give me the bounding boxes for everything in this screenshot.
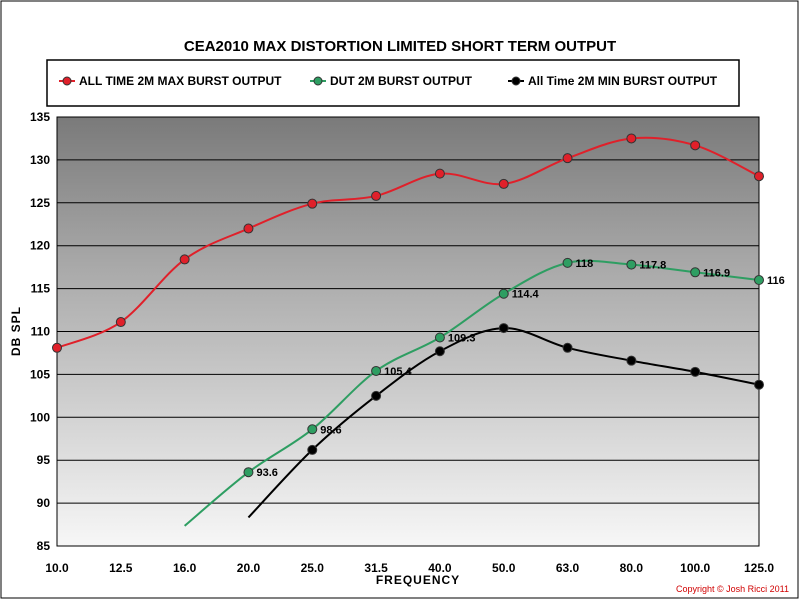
series-0-point bbox=[626, 133, 637, 144]
data-label: 93.6 bbox=[256, 467, 277, 479]
legend: ALL TIME 2M MAX BURST OUTPUT DUT 2M BURST… bbox=[46, 59, 740, 107]
series-2-point bbox=[754, 379, 764, 390]
data-label: 109.3 bbox=[448, 333, 476, 345]
series-0-point bbox=[52, 342, 62, 353]
legend-box bbox=[46, 59, 740, 107]
series-0-point bbox=[434, 168, 445, 179]
series-2-point bbox=[498, 323, 509, 334]
data-label: 114.4 bbox=[512, 289, 540, 301]
y-tick-label: 120 bbox=[30, 239, 50, 253]
series-0-point bbox=[690, 140, 701, 151]
series-0-point bbox=[307, 198, 318, 209]
series-2-point bbox=[626, 355, 637, 366]
chart-title: CEA2010 MAX DISTORTION LIMITED SHORT TER… bbox=[184, 38, 616, 55]
data-label: 105.4 bbox=[384, 366, 412, 378]
series-0-point bbox=[115, 317, 126, 328]
y-axis-ticks: 85 90 95 100 105 110 115 120 125 130 135 bbox=[30, 110, 50, 553]
legend-label: ALL TIME 2M MAX BURST OUTPUT bbox=[79, 74, 282, 88]
series-1-point bbox=[307, 424, 318, 435]
x-tick-label: 31.5 bbox=[364, 561, 388, 575]
series-1-point bbox=[754, 275, 764, 286]
x-tick-label: 10.0 bbox=[45, 561, 69, 575]
y-tick-label: 125 bbox=[30, 196, 50, 210]
series-1-point bbox=[562, 257, 573, 268]
series-1-point bbox=[243, 467, 254, 478]
data-label: 98.6 bbox=[320, 424, 341, 436]
x-tick-label: 80.0 bbox=[620, 561, 644, 575]
y-tick-label: 100 bbox=[30, 410, 50, 424]
series-1-point bbox=[434, 332, 445, 343]
series-0-point bbox=[498, 178, 509, 189]
series-2-point bbox=[690, 366, 701, 377]
x-tick-label: 16.0 bbox=[173, 561, 197, 575]
x-tick-label: 20.0 bbox=[237, 561, 261, 575]
y-tick-label: 95 bbox=[37, 453, 51, 467]
y-tick-label: 130 bbox=[30, 153, 50, 167]
data-label: 118 bbox=[576, 258, 594, 270]
series-2-point bbox=[562, 342, 573, 353]
series-0-point bbox=[179, 254, 190, 265]
y-tick-label: 90 bbox=[37, 496, 51, 510]
marker-layer bbox=[52, 133, 764, 478]
y-tick-label: 105 bbox=[30, 367, 50, 381]
legend-swatch-marker bbox=[511, 76, 521, 86]
y-tick-label: 135 bbox=[30, 110, 50, 124]
x-tick-label: 40.0 bbox=[428, 561, 452, 575]
x-tick-label: 125.0 bbox=[744, 561, 774, 575]
series-1-point bbox=[626, 259, 637, 270]
series-1-point bbox=[498, 288, 509, 299]
series-0-point bbox=[562, 153, 573, 164]
x-axis-ticks: 10.0 12.5 16.0 20.0 25.0 31.5 40.0 50.0 63.0 80.0… bbox=[45, 561, 774, 575]
x-tick-label: 100.0 bbox=[680, 561, 710, 575]
gridlines bbox=[57, 159, 759, 504]
x-axis-label: FREQUENCY bbox=[376, 573, 460, 587]
data-label: 116.9 bbox=[703, 267, 730, 279]
legend-label: DUT 2M BURST OUTPUT bbox=[330, 74, 473, 88]
legend-swatch-marker bbox=[313, 76, 323, 86]
series-2-point bbox=[307, 444, 318, 455]
x-tick-label: 50.0 bbox=[492, 561, 516, 575]
data-label-layer: 93.6 98.6 105.4 109.3 114.4 118 117.8 116.9 116 bbox=[256, 258, 784, 479]
data-label: 116 bbox=[767, 275, 785, 287]
x-tick-label: 63.0 bbox=[556, 561, 580, 575]
data-label: 117.8 bbox=[639, 260, 666, 272]
legend-swatch-marker bbox=[62, 76, 72, 86]
series-1-point bbox=[371, 365, 382, 376]
legend-label: All Time 2M MIN BURST OUTPUT bbox=[528, 74, 718, 88]
y-tick-label: 85 bbox=[37, 539, 51, 553]
y-tick-label: 115 bbox=[31, 282, 51, 296]
series-line-1 bbox=[183, 259, 759, 527]
series-2-point bbox=[434, 346, 445, 357]
series-0-point bbox=[243, 223, 254, 234]
series-1-point bbox=[690, 267, 701, 278]
y-tick-label: 110 bbox=[31, 325, 51, 339]
copyright-text: Copyright © Josh Ricci 2011 bbox=[676, 584, 789, 594]
x-tick-label: 25.0 bbox=[301, 561, 325, 575]
series-0-point bbox=[371, 190, 382, 201]
y-axis-label: DB SPL bbox=[9, 306, 23, 356]
series-0-point bbox=[754, 171, 764, 182]
x-tick-label: 12.5 bbox=[109, 561, 133, 575]
series-2-point bbox=[371, 390, 382, 401]
